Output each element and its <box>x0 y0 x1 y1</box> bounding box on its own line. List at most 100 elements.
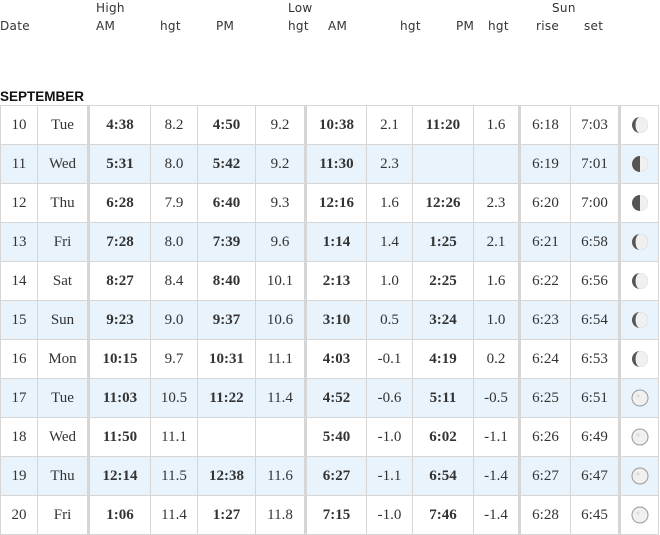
sunrise-cell: 6:20 <box>518 183 571 223</box>
sunset-cell: 7:03 <box>570 105 620 145</box>
sunrise-cell: 6:18 <box>518 105 571 145</box>
high-am-time-cell: 7:28 <box>87 222 151 262</box>
low-pm-time-cell: 6:54 <box>412 456 474 496</box>
month-heading: SEPTEMBER <box>0 89 85 104</box>
high-pm-time-cell <box>197 417 256 457</box>
low-group-label: Low <box>288 1 313 15</box>
low-pm-height-cell: 1.6 <box>473 105 520 145</box>
table-row: 20 Fri 1:06 11.4 1:27 11.8 7:15 -1.0 7:46 -1.4 6:2… <box>0 495 659 535</box>
weekday-cell: Wed <box>37 417 89 457</box>
sunset-cell: 6:54 <box>570 300 620 340</box>
low-pm-height-cell: 1.6 <box>473 261 520 301</box>
high-am-height-cell: 11.1 <box>150 417 198 457</box>
high-pm-time-cell: 11:22 <box>197 378 256 418</box>
high-am-time-cell: 12:14 <box>87 456 151 496</box>
low-pm-height-cell: -1.4 <box>473 456 520 496</box>
high-pm-height-cell: 11.6 <box>255 456 306 496</box>
high-am-height-cell: 8.0 <box>150 144 198 184</box>
sunrise-cell: 6:25 <box>518 378 571 418</box>
high-group-label: High <box>96 1 125 15</box>
table-row: 10 Tue 4:38 8.2 4:50 9.2 10:38 2.1 11:20 1.6 6:18 7… <box>0 105 659 145</box>
date-cell: 14 <box>0 261 38 301</box>
high-am-time-cell: 11:50 <box>87 417 151 457</box>
low-am-height-cell: -0.6 <box>366 378 413 418</box>
low-pm-time-cell: 3:24 <box>412 300 474 340</box>
date-cell: 13 <box>0 222 38 262</box>
low-am-time-cell: 11:30 <box>304 144 367 184</box>
high-am-height-cell: 7.9 <box>150 183 198 223</box>
low-pm-time-cell: 1:25 <box>412 222 474 262</box>
table-row: 19 Thu 12:14 11.5 12:38 11.6 6:27 -1.1 6:54 -1.4 6… <box>0 456 659 496</box>
sunrise-cell: 6:27 <box>518 456 571 496</box>
high-am-time-cell: 6:28 <box>87 183 151 223</box>
high-am-column-label: AM <box>96 19 116 33</box>
low-pm-height-cell: 0.2 <box>473 339 520 379</box>
sunrise-cell: 6:22 <box>518 261 571 301</box>
table-row: 17 Tue 11:03 10.5 11:22 11.4 4:52 -0.6 5:11 -0.5 6… <box>0 378 659 418</box>
low-am-time-cell: 2:13 <box>304 261 367 301</box>
low-am-time-cell: 4:52 <box>304 378 367 418</box>
sunset-cell: 6:56 <box>570 261 620 301</box>
low-am-time-cell: 6:27 <box>304 456 367 496</box>
high-pm-height-cell: 9.3 <box>255 183 306 223</box>
sun-group-label: Sun <box>552 1 576 15</box>
high-pm-hgt-column-label: hgt <box>288 19 309 33</box>
sunrise-cell: 6:28 <box>518 495 571 535</box>
low-pm-height-cell: 1.0 <box>473 300 520 340</box>
full-moon-icon <box>631 506 648 524</box>
full-moon-icon <box>631 389 648 407</box>
low-am-time-cell: 5:40 <box>304 417 367 457</box>
moon-phase-cell <box>618 456 659 496</box>
date-cell: 16 <box>0 339 38 379</box>
date-cell: 20 <box>0 495 38 535</box>
low-am-height-cell: 2.3 <box>366 144 413 184</box>
table-row: 13 Fri 7:28 8.0 7:39 9.6 1:14 1.4 1:25 2.1 6:21 6:5… <box>0 222 659 262</box>
low-pm-height-cell <box>473 144 520 184</box>
moon-phase-cell <box>618 261 659 301</box>
high-am-time-cell: 4:38 <box>87 105 151 145</box>
weekday-cell: Wed <box>37 144 89 184</box>
high-am-height-cell: 9.7 <box>150 339 198 379</box>
date-cell: 10 <box>0 105 38 145</box>
date-cell: 15 <box>0 300 38 340</box>
low-am-time-cell: 7:15 <box>304 495 367 535</box>
high-am-time-cell: 11:03 <box>87 378 151 418</box>
date-cell: 12 <box>0 183 38 223</box>
sunset-cell: 7:00 <box>570 183 620 223</box>
moon-phase-cell <box>618 495 659 535</box>
high-pm-time-cell: 12:38 <box>197 456 256 496</box>
weekday-cell: Sun <box>37 300 89 340</box>
weekday-cell: Fri <box>37 222 89 262</box>
low-am-time-cell: 4:03 <box>304 339 367 379</box>
high-pm-time-cell: 9:37 <box>197 300 256 340</box>
high-pm-height-cell: 9.2 <box>255 105 306 145</box>
low-am-time-cell: 1:14 <box>304 222 367 262</box>
low-am-height-cell: 1.6 <box>366 183 413 223</box>
high-am-height-cell: 8.2 <box>150 105 198 145</box>
high-pm-height-cell: 11.1 <box>255 339 306 379</box>
low-am-height-cell: -1.0 <box>366 417 413 457</box>
high-am-time-cell: 5:31 <box>87 144 151 184</box>
high-am-time-cell: 9:23 <box>87 300 151 340</box>
low-am-time-cell: 12:16 <box>304 183 367 223</box>
sunset-cell: 6:49 <box>570 417 620 457</box>
table-row: 11 Wed 5:31 8.0 5:42 9.2 11:30 2.3 6:19 7:01 <box>0 144 659 184</box>
high-am-height-cell: 11.4 <box>150 495 198 535</box>
low-pm-time-cell: 6:02 <box>412 417 474 457</box>
high-pm-height-cell <box>255 417 306 457</box>
weekday-cell: Tue <box>37 378 89 418</box>
sunrise-cell: 6:24 <box>518 339 571 379</box>
low-am-column-label: AM <box>328 19 348 33</box>
low-pm-height-cell: 2.1 <box>473 222 520 262</box>
moon-phase-cell <box>618 105 659 145</box>
sunset-cell: 6:53 <box>570 339 620 379</box>
low-am-height-cell: 1.4 <box>366 222 413 262</box>
table-row: 14 Sat 8:27 8.4 8:40 10.1 2:13 1.0 2:25 1.6 6:22 6:… <box>0 261 659 301</box>
sunset-cell: 6:51 <box>570 378 620 418</box>
low-am-time-cell: 3:10 <box>304 300 367 340</box>
weekday-cell: Tue <box>37 105 89 145</box>
low-am-height-cell: -1.1 <box>366 456 413 496</box>
high-am-time-cell: 1:06 <box>87 495 151 535</box>
high-pm-time-cell: 10:31 <box>197 339 256 379</box>
date-cell: 19 <box>0 456 38 496</box>
